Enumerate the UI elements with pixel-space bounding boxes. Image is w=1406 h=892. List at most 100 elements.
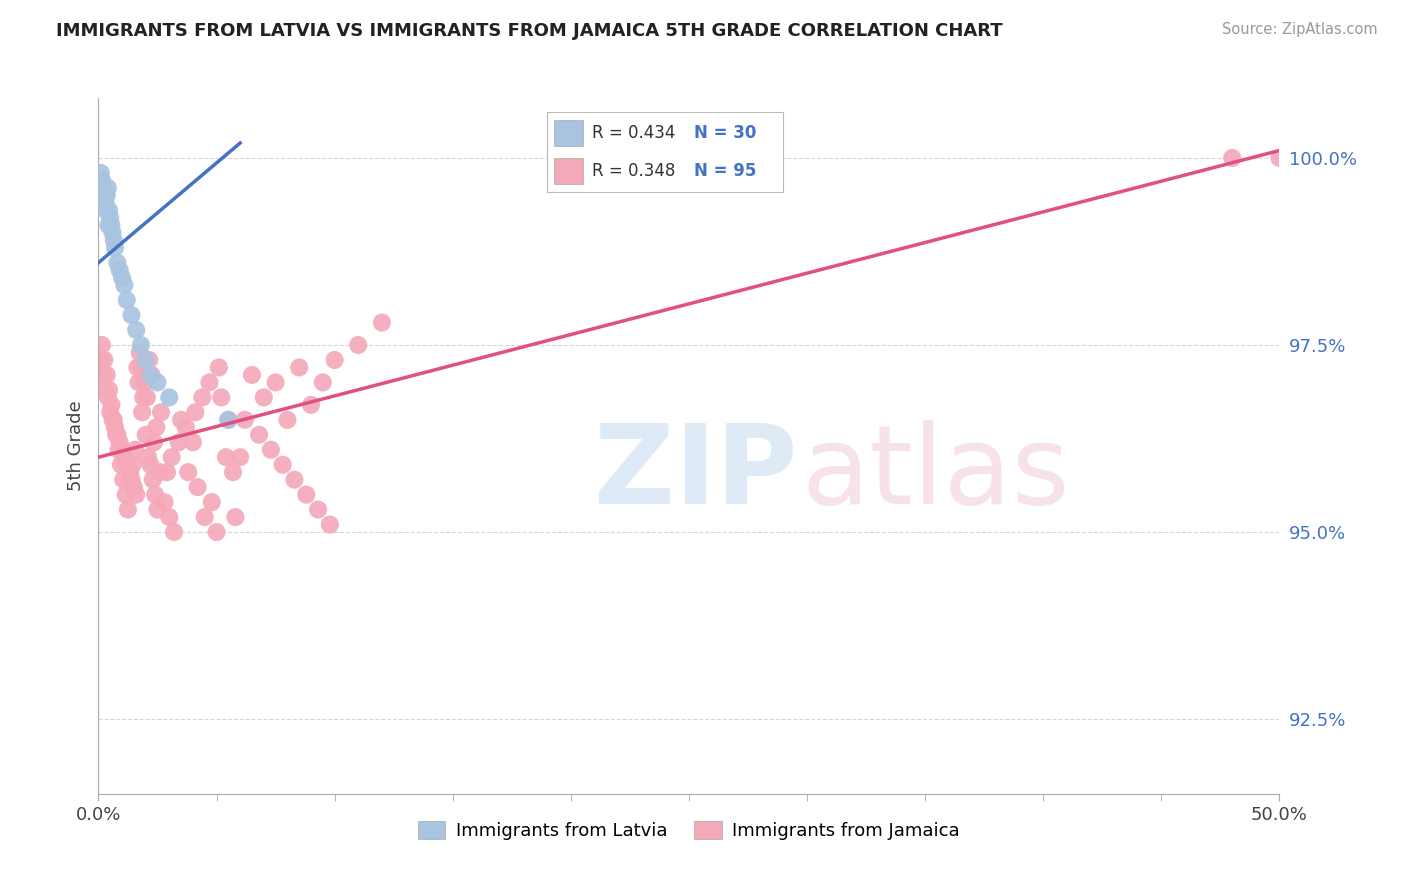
Point bbox=[90, 173, 112, 187]
Point bbox=[120, 465, 142, 479]
Point bbox=[240, 368, 263, 382]
Point bbox=[136, 450, 159, 465]
Point bbox=[141, 368, 163, 382]
Point bbox=[295, 488, 318, 502]
Point bbox=[104, 241, 127, 255]
Point bbox=[101, 413, 124, 427]
Point bbox=[150, 405, 173, 419]
Point bbox=[91, 338, 114, 352]
Text: Source: ZipAtlas.com: Source: ZipAtlas.com bbox=[1222, 22, 1378, 37]
Point bbox=[100, 398, 122, 412]
Point bbox=[94, 383, 117, 397]
Point bbox=[127, 360, 149, 375]
Y-axis label: 5th Grade: 5th Grade bbox=[66, 401, 84, 491]
Point bbox=[94, 203, 117, 218]
Point bbox=[108, 435, 131, 450]
Point bbox=[347, 338, 370, 352]
Point bbox=[209, 390, 232, 404]
Point bbox=[128, 376, 150, 390]
Point bbox=[253, 390, 276, 404]
Point bbox=[91, 181, 114, 195]
Point bbox=[319, 517, 342, 532]
Point bbox=[222, 465, 245, 479]
Point bbox=[114, 488, 136, 502]
Text: atlas: atlas bbox=[801, 420, 1070, 527]
Point bbox=[323, 353, 346, 368]
Point bbox=[163, 524, 186, 539]
Point bbox=[98, 405, 121, 419]
Point bbox=[283, 473, 305, 487]
Point bbox=[97, 219, 120, 233]
Point bbox=[157, 510, 180, 524]
Point bbox=[121, 473, 143, 487]
Point bbox=[125, 488, 148, 502]
Point bbox=[276, 413, 298, 427]
Point bbox=[153, 495, 176, 509]
Point bbox=[1220, 151, 1243, 165]
Point bbox=[115, 293, 138, 307]
Point bbox=[91, 368, 114, 382]
Point bbox=[112, 278, 135, 293]
Point bbox=[103, 413, 125, 427]
Point bbox=[112, 473, 135, 487]
Point bbox=[146, 502, 169, 516]
Point bbox=[1268, 151, 1291, 165]
Point bbox=[217, 413, 239, 427]
Point bbox=[135, 390, 157, 404]
Point bbox=[93, 353, 115, 368]
Point bbox=[143, 488, 166, 502]
Point bbox=[97, 390, 120, 404]
Point bbox=[131, 405, 153, 419]
Point bbox=[142, 473, 165, 487]
Point bbox=[264, 376, 287, 390]
Point bbox=[117, 502, 139, 516]
Point bbox=[101, 226, 124, 240]
Point bbox=[201, 495, 224, 509]
Point bbox=[96, 368, 118, 382]
Legend: Immigrants from Latvia, Immigrants from Jamaica: Immigrants from Latvia, Immigrants from … bbox=[411, 814, 967, 847]
Point bbox=[260, 442, 283, 457]
Point bbox=[149, 465, 172, 479]
Point bbox=[105, 427, 128, 442]
Point bbox=[121, 308, 143, 322]
Point bbox=[135, 353, 157, 368]
Point bbox=[132, 390, 155, 404]
Point bbox=[124, 442, 146, 457]
Point bbox=[98, 383, 121, 397]
Point bbox=[96, 188, 118, 202]
Point bbox=[184, 405, 207, 419]
Point bbox=[118, 465, 141, 479]
Point bbox=[128, 345, 150, 359]
Point bbox=[121, 458, 143, 472]
Point bbox=[229, 450, 252, 465]
Point bbox=[160, 450, 183, 465]
Point bbox=[100, 219, 122, 233]
Point bbox=[307, 502, 329, 516]
Point bbox=[135, 427, 157, 442]
Point bbox=[91, 173, 114, 187]
Point bbox=[208, 360, 231, 375]
Point bbox=[134, 376, 156, 390]
Point bbox=[271, 458, 294, 472]
Point bbox=[115, 458, 138, 472]
Point bbox=[167, 435, 190, 450]
Point bbox=[139, 458, 162, 472]
Point bbox=[111, 442, 134, 457]
Point bbox=[103, 233, 125, 247]
Point bbox=[371, 316, 394, 330]
Point bbox=[125, 323, 148, 337]
Point bbox=[110, 458, 132, 472]
Point bbox=[94, 195, 117, 210]
Point bbox=[224, 510, 246, 524]
Point bbox=[247, 427, 270, 442]
Point bbox=[122, 480, 145, 494]
Point bbox=[312, 376, 335, 390]
Point bbox=[146, 376, 169, 390]
Point bbox=[98, 203, 121, 218]
Point bbox=[138, 353, 160, 368]
Point bbox=[129, 360, 152, 375]
Point bbox=[145, 420, 167, 434]
Point bbox=[194, 510, 217, 524]
Point bbox=[191, 390, 214, 404]
Point bbox=[90, 353, 112, 368]
